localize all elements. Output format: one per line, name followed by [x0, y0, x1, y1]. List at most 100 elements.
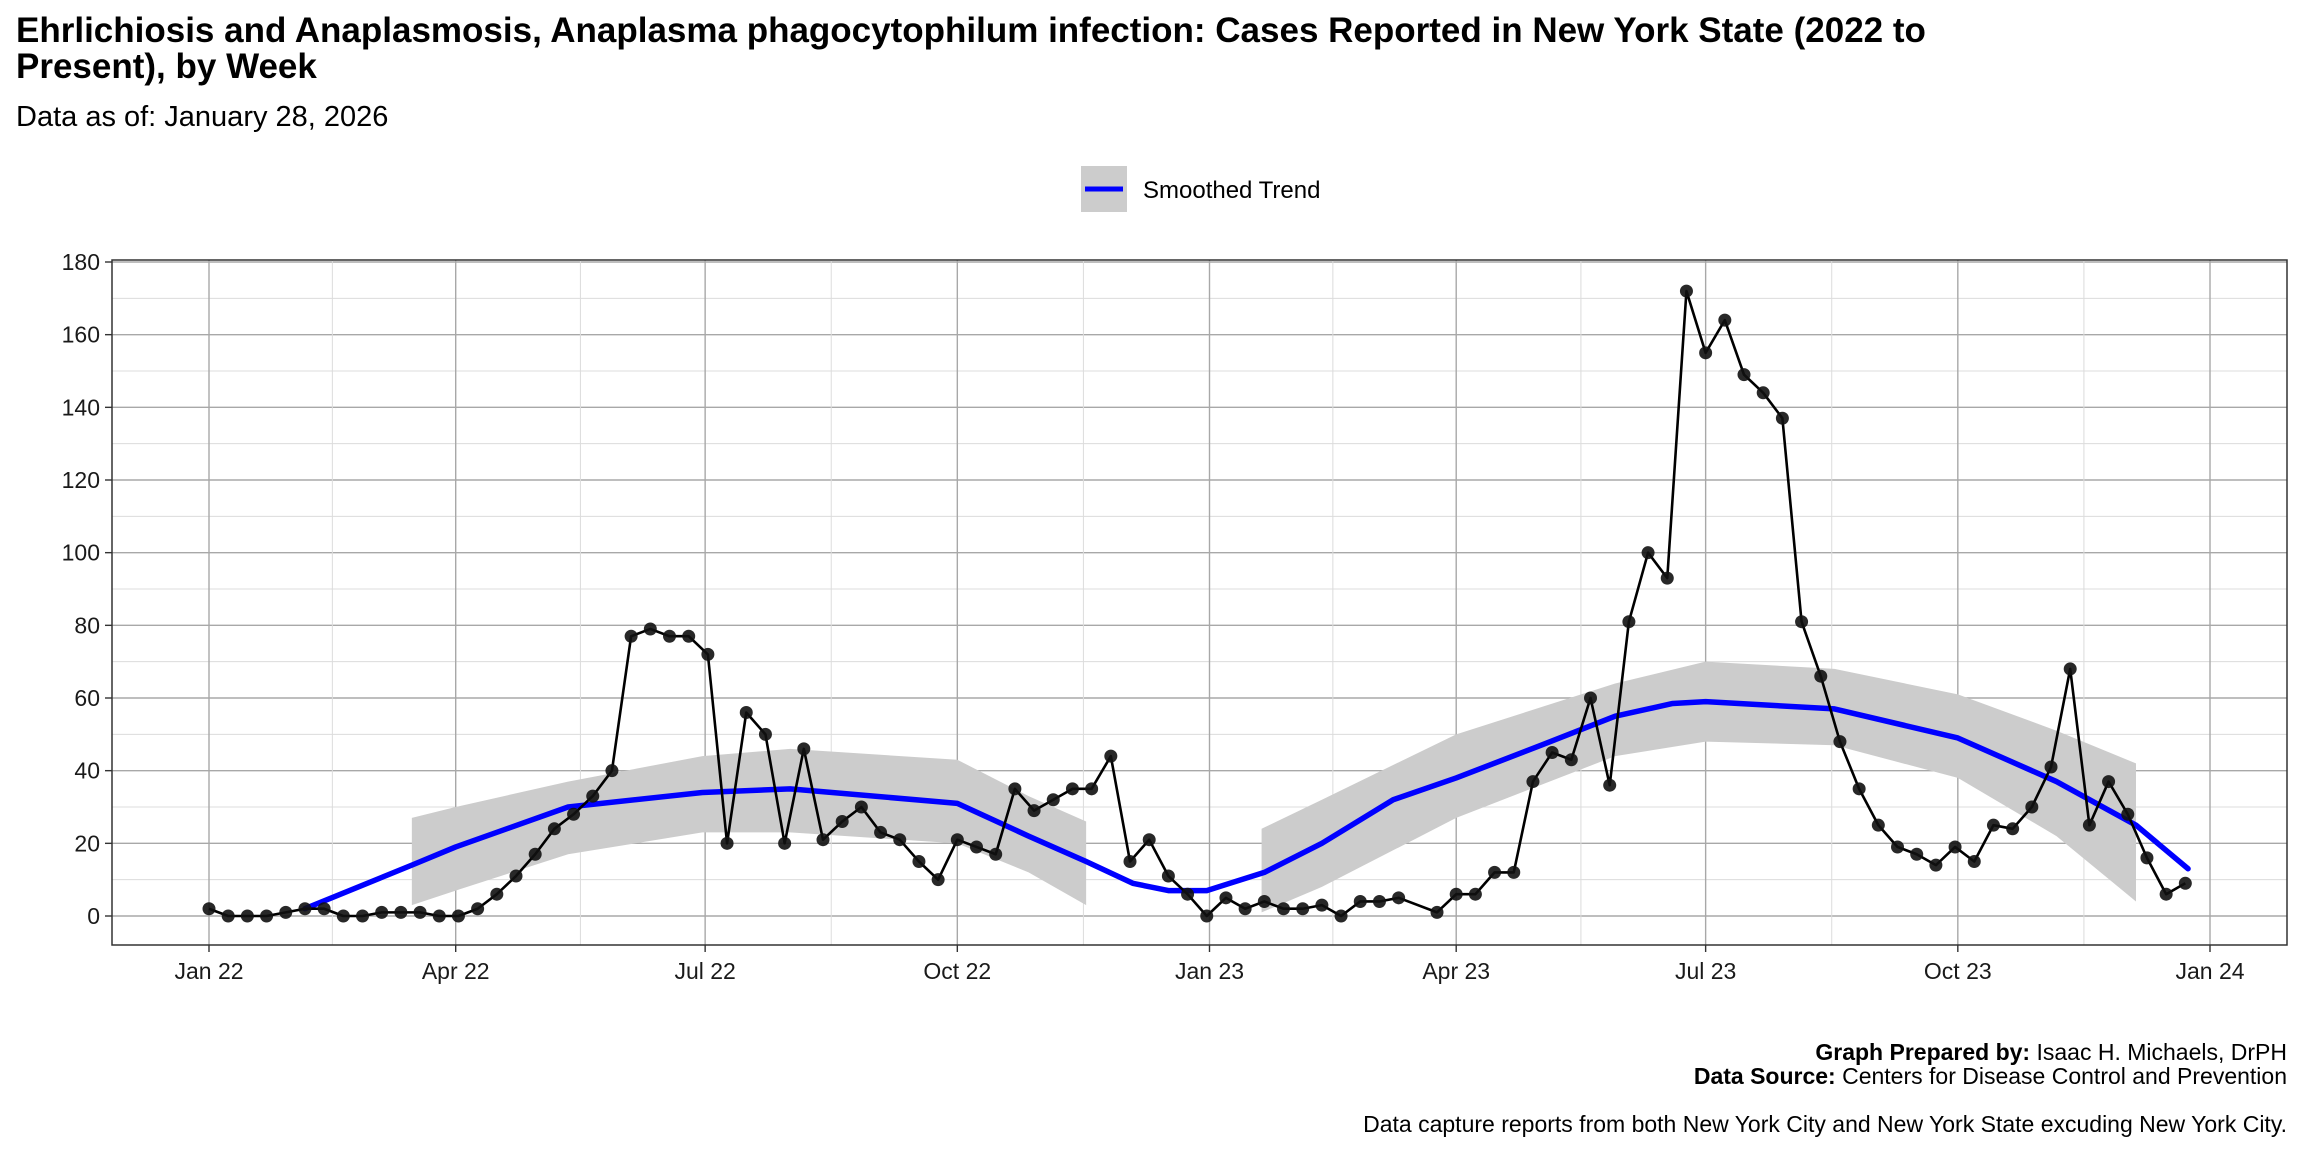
case-point [336, 909, 350, 923]
case-point [1507, 865, 1521, 879]
case-point [816, 833, 830, 847]
x-tick-label: Jul 22 [674, 958, 735, 984]
case-point [1085, 782, 1099, 796]
case-point [1123, 855, 1137, 868]
case-point [701, 647, 715, 661]
case-point [1488, 865, 1502, 879]
case-point [375, 905, 389, 919]
confidence-band [1261, 661, 2136, 913]
plot-border [111, 259, 2288, 946]
case-point [758, 727, 772, 741]
case-point [2044, 760, 2058, 774]
legend: Smoothed Trend [1081, 166, 1320, 212]
case-point [2140, 851, 2154, 865]
case-point [1622, 615, 1636, 629]
case-point [2121, 807, 2135, 821]
case-point [605, 764, 619, 778]
case-point [1795, 615, 1809, 629]
case-point [298, 902, 312, 916]
case-point [260, 909, 274, 923]
source-value: Centers for Disease Control and Preventi… [1836, 1063, 2287, 1089]
case-point [1967, 855, 1981, 868]
case-point [1564, 753, 1578, 767]
smoothed-trend-line [302, 698, 2191, 912]
y-tick-label: 100 [62, 540, 100, 566]
case-point [1737, 368, 1751, 382]
case-point [1545, 746, 1559, 759]
case-point [797, 742, 811, 756]
chart-title-line2: Present), by Week [16, 47, 317, 86]
x-tick-label: Jul 23 [1675, 958, 1736, 984]
case-point [1315, 898, 1329, 912]
case-point [624, 629, 638, 643]
case-point [471, 902, 485, 916]
case-point [1468, 887, 1482, 901]
prepared-label: Graph Prepared by: [1815, 1039, 2030, 1065]
x-tick-label: Jan 23 [1175, 958, 1244, 984]
case-point [1238, 902, 1252, 916]
case-point [1142, 833, 1156, 847]
case-point [1027, 804, 1041, 818]
case-point [1257, 894, 1271, 908]
case-point [1065, 782, 1079, 796]
case-point [451, 909, 465, 923]
case-point [1910, 847, 1924, 861]
case-point [240, 909, 254, 923]
case-point [1986, 818, 2000, 832]
case-point [547, 822, 561, 836]
case-point [1392, 891, 1406, 905]
case-point [1775, 411, 1789, 425]
case-point [432, 909, 446, 923]
cases-series [202, 284, 2192, 923]
caption-prepared: Graph Prepared by: Isaac H. Michaels, Dr… [1815, 1039, 2287, 1065]
chart-subtitle: Data as of: January 28, 2026 [16, 101, 388, 133]
case-point [1660, 571, 1674, 585]
case-point [682, 629, 696, 643]
case-point [739, 706, 753, 720]
case-point [874, 825, 888, 839]
case-point [854, 800, 868, 814]
case-point [778, 836, 792, 850]
case-point [989, 847, 1003, 861]
chart-title: Ehrlichiosis and Anaplasmosis, Anaplasma… [16, 11, 1926, 50]
case-point [413, 905, 427, 919]
caption-source: Data Source: Centers for Disease Control… [1694, 1063, 2287, 1089]
case-point [221, 909, 235, 923]
y-tick-label: 20 [74, 830, 100, 856]
y-tick-label: 40 [74, 758, 100, 784]
case-point [663, 629, 677, 643]
case-point [1219, 891, 1233, 905]
case-point [970, 840, 984, 854]
case-point [720, 836, 734, 850]
prepared-value: Isaac H. Michaels, DrPH [2030, 1039, 2287, 1065]
case-point [490, 887, 504, 901]
x-tick-label: Apr 23 [1422, 958, 1490, 984]
case-point [528, 847, 542, 861]
y-tick-label: 160 [62, 322, 100, 348]
x-tick-label: Oct 23 [1924, 958, 1992, 984]
case-point [1046, 793, 1060, 807]
axes: Jan 22 Apr 22 Jul 22 Oct 22 Jan 23 Apr 23 Jul … [62, 249, 2245, 984]
case-point [1891, 840, 1905, 854]
y-tick-label: 120 [62, 467, 100, 493]
case-point [1526, 775, 1540, 789]
case-point [643, 622, 657, 636]
case-point [1449, 887, 1463, 901]
source-label: Data Source: [1694, 1063, 1836, 1089]
case-point [1603, 778, 1617, 792]
y-tick-label: 0 [87, 903, 100, 929]
case-point [1833, 735, 1847, 749]
case-point [1852, 782, 1866, 796]
x-tick-label: Oct 22 [923, 958, 991, 984]
case-point [1161, 869, 1175, 883]
case-point [356, 909, 370, 923]
case-point [1296, 902, 1310, 916]
case-point [912, 855, 926, 868]
case-point [2063, 662, 2077, 676]
caption-note: Data capture reports from both New York … [1363, 1111, 2287, 1137]
case-point [1814, 669, 1828, 683]
case-point [1584, 691, 1598, 705]
case-point [1718, 313, 1732, 327]
confidence-band [411, 748, 1087, 906]
